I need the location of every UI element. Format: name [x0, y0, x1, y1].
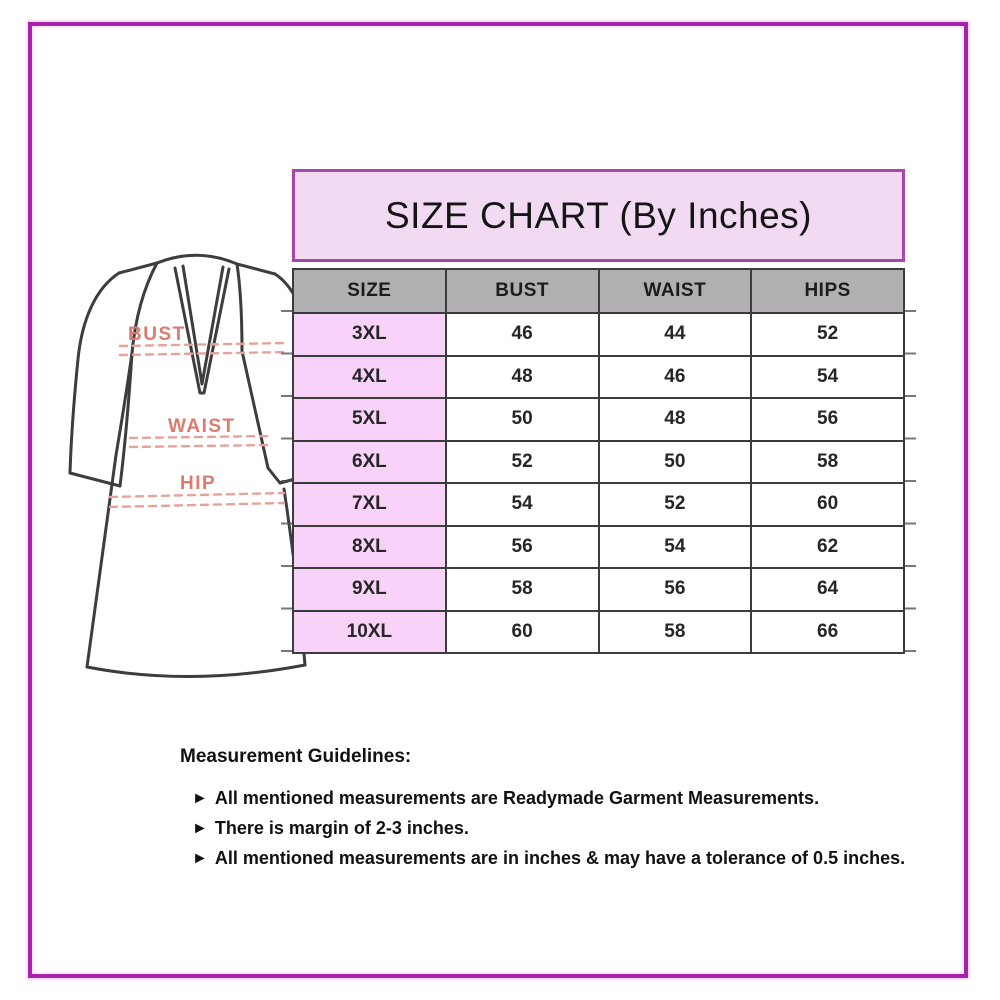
size-cell: 6XL: [292, 439, 447, 484]
size-cell: 3XL: [292, 312, 447, 357]
size-cell: 8XL: [292, 524, 447, 569]
hip-label: HIP: [180, 473, 216, 494]
table-row: 5XL 50 48 56: [292, 397, 905, 442]
guideline-text: All mentioned measurements are in inches…: [214, 848, 906, 868]
waist-label: WAIST: [168, 416, 236, 437]
bust-dash-line-2: [118, 350, 289, 357]
bust-cell: 52: [444, 439, 600, 484]
hips-cell: 66: [750, 609, 905, 654]
right-shoulder-line: [235, 262, 277, 276]
table-row: 6XL 52 50 58: [292, 439, 905, 484]
bust-cell: 60: [444, 609, 600, 654]
hips-cell: 54: [750, 354, 905, 399]
table-row: 4XL 48 46 54: [292, 354, 905, 399]
gridline-stubs-left: [281, 310, 292, 653]
gridline-stubs-right: [905, 310, 916, 653]
placket-inner-line: [181, 264, 225, 386]
size-cell: 7XL: [292, 482, 447, 527]
triangle-bullet-icon: ►: [192, 850, 208, 867]
collar-line: [155, 253, 239, 266]
table-row: 9XL 58 56 64: [292, 567, 905, 612]
guideline-item: ► There is margin of 2-3 inches.: [192, 818, 940, 840]
bust-cell: 50: [444, 397, 600, 442]
waist-dash-line-2: [128, 443, 272, 449]
waist-cell: 50: [597, 439, 753, 484]
body-left-seam: [85, 351, 134, 669]
bust-dash-line-1: [118, 341, 289, 348]
column-header-size: SIZE: [292, 268, 447, 314]
size-cell: 10XL: [292, 609, 447, 654]
guideline-text: All mentioned measurements are Readymade…: [214, 788, 820, 808]
placket-outer-line: [173, 266, 231, 395]
size-chart-title-bar: SIZE CHART (By Inches): [292, 169, 905, 262]
left-armhole-seam: [130, 261, 159, 355]
bust-label: BUST: [128, 324, 186, 345]
hips-cell: 62: [750, 524, 905, 569]
waist-cell: 46: [597, 354, 753, 399]
table-row: 3XL 46 44 52: [292, 312, 905, 357]
hip-dash-line-2: [108, 501, 286, 509]
table-row: 8XL 56 54 62: [292, 524, 905, 569]
guideline-text: There is margin of 2-3 inches.: [214, 818, 469, 838]
hip-dash-line-1: [108, 491, 286, 499]
measurement-guidelines: Measurement Guidelines: ► All mentioned …: [180, 746, 940, 878]
column-header-waist: WAIST: [597, 268, 753, 314]
size-chart-title: SIZE CHART (By Inches): [384, 194, 812, 236]
table-row: 10XL 60 58 66: [292, 609, 905, 654]
left-sleeve-outer: [68, 271, 121, 475]
size-chart-table: SIZE BUST WAIST HIPS 3XL 46 44 52 4XL 48…: [292, 268, 905, 654]
hips-cell: 60: [750, 482, 905, 527]
right-sleeve-inner: [240, 349, 282, 485]
hem-line: [85, 663, 307, 679]
bust-cell: 56: [444, 524, 600, 569]
waist-cell: 58: [597, 609, 753, 654]
bust-cell: 46: [444, 312, 600, 357]
guidelines-heading: Measurement Guidelines:: [180, 746, 412, 767]
guideline-item: ► All mentioned measurements are in inch…: [192, 848, 940, 870]
guideline-item: ► All mentioned measurements are Readyma…: [192, 788, 940, 810]
bust-cell: 48: [444, 354, 600, 399]
bust-cell: 58: [444, 567, 600, 612]
header-row: SIZE BUST WAIST HIPS: [292, 268, 905, 314]
waist-cell: 44: [597, 312, 753, 357]
hips-cell: 56: [750, 397, 905, 442]
right-armhole-seam: [235, 262, 244, 353]
hips-cell: 52: [750, 312, 905, 357]
waist-dash-line-1: [128, 434, 272, 440]
waist-cell: 48: [597, 397, 753, 442]
hips-cell: 58: [750, 439, 905, 484]
waist-cell: 54: [597, 524, 753, 569]
size-cell: 9XL: [292, 567, 447, 612]
size-cell: 5XL: [292, 397, 447, 442]
size-cell: 4XL: [292, 354, 447, 399]
column-header-bust: BUST: [444, 268, 600, 314]
triangle-bullet-icon: ►: [192, 790, 208, 807]
waist-cell: 56: [597, 567, 753, 612]
waist-cell: 52: [597, 482, 753, 527]
column-header-hips: HIPS: [750, 268, 905, 314]
bust-cell: 54: [444, 482, 600, 527]
left-shoulder-line: [117, 261, 159, 275]
triangle-bullet-icon: ►: [192, 820, 208, 837]
garment-illustration: BUST WAIST HIP: [68, 253, 316, 679]
hips-cell: 64: [750, 567, 905, 612]
table-row: 7XL 54 52 60: [292, 482, 905, 527]
